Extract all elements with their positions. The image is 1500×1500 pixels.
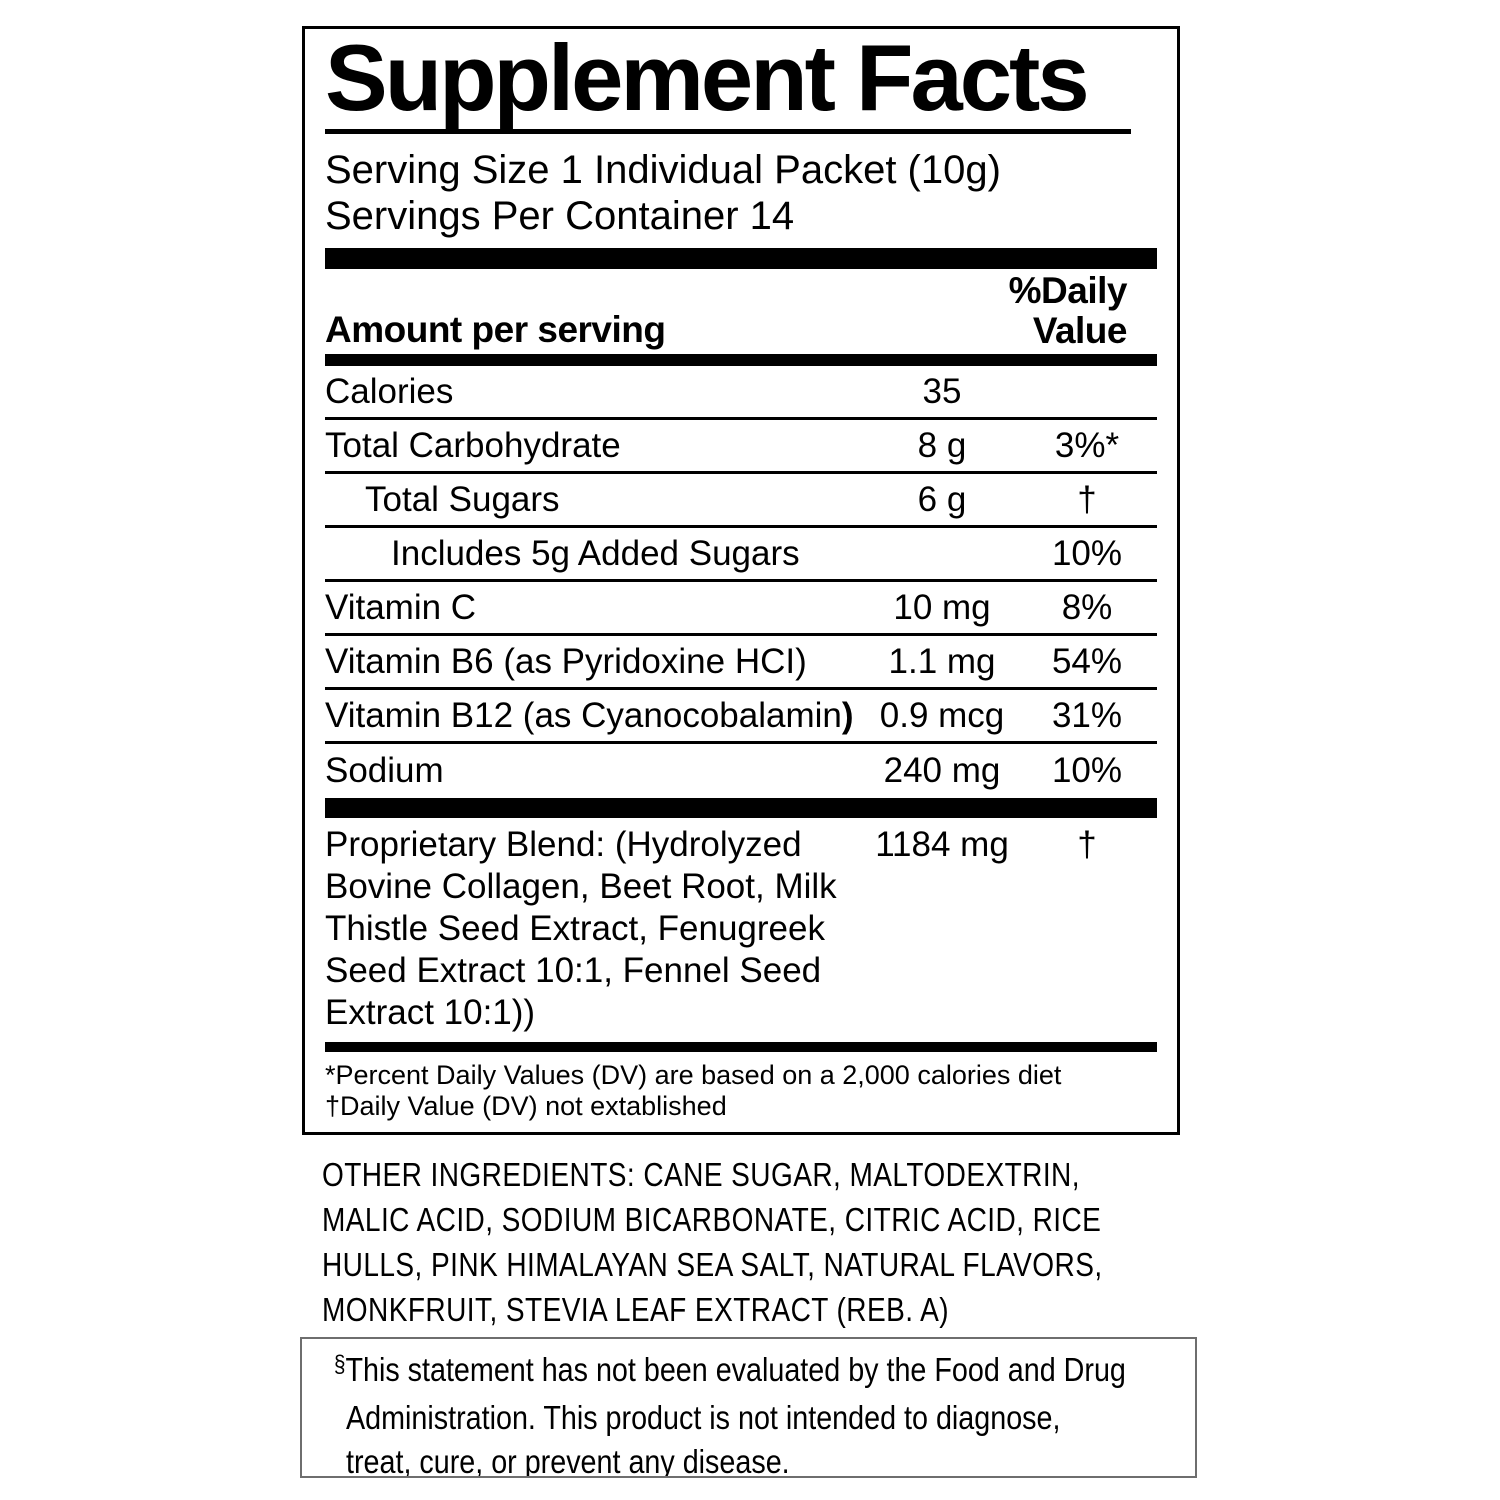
serving-size-text: Serving Size 1 Individual Packet (10g) bbox=[325, 148, 1001, 192]
proprietary-blend-row: Proprietary Blend: (Hydrolyzed 1184 mg † bbox=[325, 824, 1157, 866]
nutrient-name: Total Carbohydrate bbox=[325, 425, 621, 465]
fda-disclaimer-text: §This statement has not been evaluated b… bbox=[333, 1348, 1181, 1478]
panel-title: Supplement Facts bbox=[325, 25, 1090, 130]
fda-disclaimer-box: §This statement has not been evaluated b… bbox=[300, 1337, 1197, 1478]
nutrient-name: Includes 5g Added Sugars bbox=[391, 533, 800, 573]
table-row-total-carbohydrate: Total Carbohydrate 8 g 3%* bbox=[325, 420, 1157, 474]
nutrient-amount: 35 bbox=[922, 371, 962, 411]
nutrient-dv: 3%* bbox=[1054, 425, 1120, 465]
blend-continuation-line: Extract 10:1)) bbox=[325, 993, 536, 1032]
thick-divider-top bbox=[325, 248, 1157, 269]
table-row-vitamin-b6: Vitamin B6 (as Pyridoxine HCI) 1.1 mg 54… bbox=[325, 636, 1157, 690]
daily-value-header-line1: %Daily bbox=[1008, 270, 1128, 311]
blend-continuation-line: Seed Extract 10:1, Fennel Seed bbox=[325, 951, 822, 990]
other-ingredients-line: OTHER INGREDIENTS: CANE SUGAR, MALTODEXT… bbox=[322, 1156, 1080, 1193]
daily-value-header-line2: Value bbox=[1032, 310, 1128, 351]
other-ingredients-line: MONKFRUIT, STEVIA LEAF EXTRACT (REB. A) bbox=[322, 1291, 950, 1328]
nutrient-amount: 8 g bbox=[917, 425, 967, 465]
servings-per-container-text: Servings Per Container 14 bbox=[325, 194, 795, 238]
nutrient-dv: 31% bbox=[1051, 695, 1123, 735]
blend-continuation-line: Bovine Collagen, Beet Root, Milk bbox=[325, 867, 837, 906]
disclaimer-line: §This statement has not been evaluated b… bbox=[333, 1351, 1126, 1388]
nutrient-amount: 0.9 mcg bbox=[879, 695, 1005, 735]
table-row-total-sugars: Total Sugars 6 g † bbox=[325, 474, 1157, 528]
nutrient-name: Vitamin B6 (as Pyridoxine HCI) bbox=[325, 641, 807, 681]
title-divider bbox=[325, 129, 1131, 134]
blend-amount: 1184 mg bbox=[875, 825, 1009, 864]
nutrient-name: Vitamin B12 (as Cyanocobalamin) bbox=[325, 695, 854, 735]
other-ingredients-section: OTHER INGREDIENTS: CANE SUGAR, MALTODEXT… bbox=[322, 1152, 1257, 1332]
footnotes: *Percent Daily Values (DV) are based on … bbox=[325, 1060, 1157, 1122]
section-symbol: § bbox=[333, 1351, 346, 1378]
table-header: Amount per serving %Daily Value bbox=[325, 269, 1157, 354]
amount-per-serving-header: Amount per serving bbox=[325, 309, 666, 350]
nutrient-dv: 8% bbox=[1061, 587, 1113, 627]
nutrient-dv: † bbox=[1077, 479, 1097, 519]
footnote-dv-not-established: †Daily Value (DV) not extablished bbox=[325, 1091, 727, 1121]
blend-name: Proprietary Blend: (Hydrolyzed bbox=[325, 825, 802, 864]
table-row-added-sugars: Includes 5g Added Sugars 10% bbox=[325, 528, 1157, 582]
other-ingredients-line: MALIC ACID, SODIUM BICARBONATE, CITRIC A… bbox=[322, 1201, 1102, 1238]
table-row-vitamin-c: Vitamin C 10 mg 8% bbox=[325, 582, 1157, 636]
serving-info: Serving Size 1 Individual Packet (10g) S… bbox=[325, 147, 1157, 239]
nutrient-amount: 10 mg bbox=[893, 587, 991, 627]
table-row-vitamin-b12: Vitamin B12 (as Cyanocobalamin) 0.9 mcg … bbox=[325, 690, 1157, 744]
nutrient-name: Vitamin C bbox=[325, 587, 477, 627]
footnote-daily-values: *Percent Daily Values (DV) are based on … bbox=[325, 1060, 1062, 1090]
nutrient-dv: 10% bbox=[1051, 751, 1123, 790]
thick-divider-middle bbox=[325, 798, 1157, 818]
disclaimer-line: treat, cure, or prevent any disease. bbox=[346, 1443, 790, 1478]
daily-value-header: %Daily Value bbox=[1009, 271, 1157, 351]
nutrient-name: Calories bbox=[325, 371, 454, 411]
footnote-divider bbox=[325, 1042, 1157, 1052]
nutrient-name: Total Sugars bbox=[365, 479, 560, 519]
proprietary-blend-section: Proprietary Blend: (Hydrolyzed 1184 mg †… bbox=[325, 824, 1157, 1034]
nutrient-name: Sodium bbox=[325, 751, 444, 790]
blend-continuation-line: Thistle Seed Extract, Fenugreek bbox=[325, 909, 825, 948]
table-row-calories: Calories 35 bbox=[325, 366, 1157, 420]
table-row-sodium: Sodium 240 mg 10% bbox=[325, 744, 1157, 798]
bold-paren: ) bbox=[841, 695, 854, 735]
blend-dv: † bbox=[1077, 825, 1097, 864]
supplement-facts-panel: Supplement Facts Serving Size 1 Individu… bbox=[302, 26, 1180, 1135]
other-ingredients-line: HULLS, PINK HIMALAYAN SEA SALT, NATURAL … bbox=[322, 1246, 1103, 1283]
nutrient-amount: 240 mg bbox=[883, 751, 1001, 790]
nutrient-amount: 6 g bbox=[917, 479, 967, 519]
header-divider bbox=[325, 354, 1157, 366]
disclaimer-line: Administration. This product is not inte… bbox=[346, 1399, 1061, 1436]
nutrient-amount: 1.1 mg bbox=[888, 641, 996, 681]
nutrient-dv: 10% bbox=[1051, 533, 1123, 573]
nutrient-dv: 54% bbox=[1051, 641, 1123, 681]
